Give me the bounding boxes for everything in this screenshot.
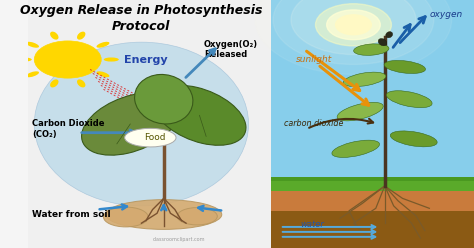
Ellipse shape bbox=[103, 207, 148, 227]
Circle shape bbox=[255, 0, 452, 74]
Ellipse shape bbox=[337, 102, 383, 121]
Circle shape bbox=[34, 41, 101, 78]
Ellipse shape bbox=[332, 140, 380, 157]
Ellipse shape bbox=[390, 131, 437, 147]
Text: water: water bbox=[300, 220, 324, 229]
Ellipse shape bbox=[17, 58, 32, 62]
Ellipse shape bbox=[34, 42, 248, 206]
Ellipse shape bbox=[26, 42, 39, 48]
Ellipse shape bbox=[343, 72, 386, 87]
Bar bbox=[271, 177, 474, 181]
Ellipse shape bbox=[77, 79, 85, 88]
Text: Water from soil: Water from soil bbox=[32, 210, 110, 219]
Ellipse shape bbox=[153, 85, 246, 145]
Text: Energy: Energy bbox=[124, 55, 167, 64]
Text: carbon dioxide: carbon dioxide bbox=[284, 120, 344, 128]
Text: classroomclipart.com: classroomclipart.com bbox=[153, 237, 206, 242]
Ellipse shape bbox=[77, 31, 85, 40]
Text: Food: Food bbox=[144, 133, 165, 142]
Ellipse shape bbox=[378, 38, 387, 46]
Ellipse shape bbox=[26, 71, 39, 77]
Ellipse shape bbox=[50, 79, 58, 88]
Ellipse shape bbox=[354, 44, 389, 55]
Ellipse shape bbox=[97, 71, 109, 77]
Bar bbox=[27, 0, 271, 248]
Ellipse shape bbox=[97, 42, 109, 48]
Bar bbox=[271, 203, 474, 248]
Ellipse shape bbox=[82, 93, 179, 155]
Ellipse shape bbox=[384, 61, 426, 73]
Circle shape bbox=[291, 0, 416, 55]
Ellipse shape bbox=[106, 200, 222, 229]
Ellipse shape bbox=[135, 74, 193, 124]
Circle shape bbox=[327, 10, 380, 40]
Ellipse shape bbox=[125, 128, 176, 147]
Ellipse shape bbox=[386, 91, 432, 108]
Text: sunlight: sunlight bbox=[295, 55, 332, 64]
Text: Carbon Dioxide
(CO₂): Carbon Dioxide (CO₂) bbox=[32, 119, 105, 139]
Text: oxygen: oxygen bbox=[429, 10, 463, 19]
Text: Oxygen(O₂)
Released: Oxygen(O₂) Released bbox=[204, 40, 258, 59]
Circle shape bbox=[316, 4, 392, 46]
Circle shape bbox=[273, 0, 434, 64]
Ellipse shape bbox=[104, 58, 119, 62]
Bar bbox=[271, 186, 474, 211]
Bar bbox=[271, 177, 474, 191]
Circle shape bbox=[336, 15, 371, 35]
Ellipse shape bbox=[177, 208, 217, 225]
Ellipse shape bbox=[386, 32, 392, 38]
Bar bbox=[271, 0, 474, 248]
Text: Oxygen Release in Photosynthesis
Protocol: Oxygen Release in Photosynthesis Protoco… bbox=[20, 4, 263, 33]
Ellipse shape bbox=[50, 31, 58, 40]
